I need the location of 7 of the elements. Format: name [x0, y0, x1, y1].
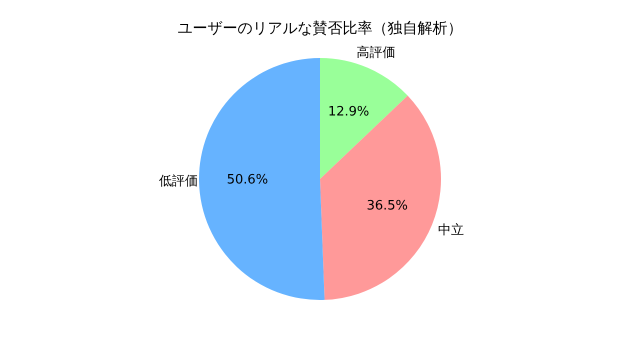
data-label: 50.6% — [226, 172, 268, 188]
chart-title: ユーザーのリアルな賛否比率（独自解析） — [178, 18, 462, 37]
data-label: 12.9% — [328, 104, 370, 120]
slice-label: 高評価 — [356, 44, 396, 61]
data-label: 36.5% — [366, 198, 408, 214]
slice-label: 低評価 — [158, 174, 198, 189]
slice-label: 中立 — [438, 222, 464, 238]
